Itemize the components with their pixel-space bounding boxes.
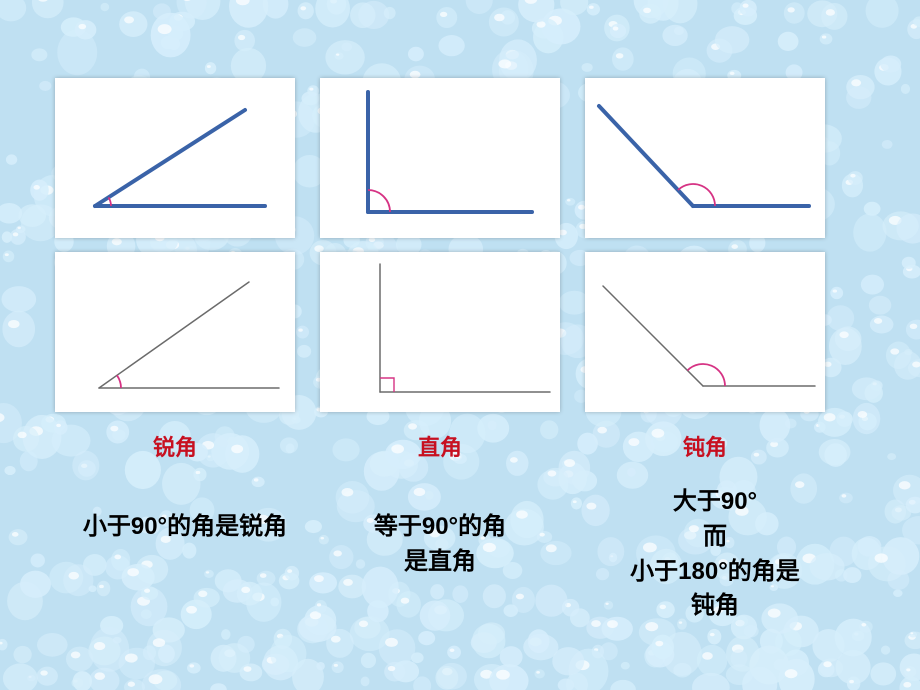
acute-description: 小于90°的角是锐角 xyxy=(55,510,315,545)
right-angle-bot-card xyxy=(320,252,560,412)
obtuse-angle-top-card xyxy=(585,78,825,238)
acute-angle-top-card xyxy=(55,78,295,238)
right-description: 等于90°的角 是直角 xyxy=(320,510,560,580)
acute-title: 锐角 xyxy=(55,430,295,462)
obtuse-description: 大于90° 而 小于180°的角是 钝角 xyxy=(565,485,865,624)
right-angle-top-card xyxy=(320,78,560,238)
right-title: 直角 xyxy=(320,430,560,462)
obtuse-angle-bot-card xyxy=(585,252,825,412)
obtuse-title: 钝角 xyxy=(585,430,825,462)
acute-angle-bot-card xyxy=(55,252,295,412)
